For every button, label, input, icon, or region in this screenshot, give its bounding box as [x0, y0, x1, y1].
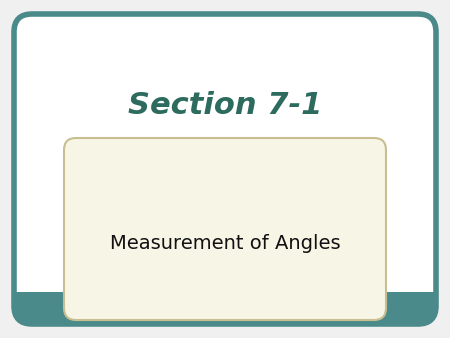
Wedge shape: [14, 306, 32, 324]
Text: Measurement of Angles: Measurement of Angles: [110, 234, 340, 253]
Bar: [418, 306, 436, 324]
Bar: [14, 292, 436, 324]
FancyBboxPatch shape: [64, 138, 386, 320]
Bar: [14, 306, 32, 324]
FancyBboxPatch shape: [14, 14, 436, 324]
Text: Section 7-1: Section 7-1: [128, 91, 322, 120]
Wedge shape: [418, 306, 436, 324]
